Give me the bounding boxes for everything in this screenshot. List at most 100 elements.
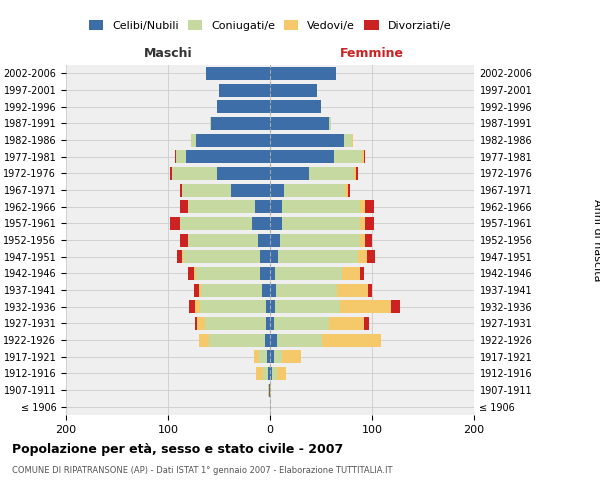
Bar: [175, 150, 176, 163]
Bar: [180, 200, 188, 213]
Bar: [182, 250, 184, 263]
Text: Popolazione per età, sesso e stato civile - 2007: Popolazione per età, sesso e stato civil…: [12, 442, 343, 456]
Bar: [352, 134, 353, 146]
Text: Maschi: Maschi: [143, 47, 193, 60]
Bar: [217, 100, 270, 113]
Bar: [343, 267, 360, 280]
Bar: [256, 367, 263, 380]
Bar: [188, 267, 193, 280]
Bar: [280, 234, 360, 246]
Bar: [190, 300, 194, 313]
Bar: [337, 284, 368, 296]
Bar: [270, 167, 309, 180]
Bar: [194, 300, 200, 313]
Bar: [176, 150, 187, 163]
Bar: [309, 167, 353, 180]
Bar: [172, 167, 217, 180]
Bar: [270, 150, 334, 163]
Bar: [270, 117, 329, 130]
Bar: [270, 134, 344, 146]
Text: Anni di nascita: Anni di nascita: [592, 198, 600, 281]
Bar: [184, 250, 260, 263]
Bar: [199, 334, 209, 346]
Bar: [367, 250, 375, 263]
Bar: [217, 167, 270, 180]
Bar: [278, 250, 358, 263]
Text: Femmine: Femmine: [340, 47, 404, 60]
Bar: [196, 267, 260, 280]
Bar: [200, 300, 266, 313]
Bar: [200, 284, 262, 296]
Bar: [329, 317, 364, 330]
Bar: [270, 84, 317, 96]
Bar: [270, 317, 274, 330]
Bar: [356, 167, 358, 180]
Bar: [360, 234, 365, 246]
Bar: [187, 150, 270, 163]
Bar: [270, 250, 278, 263]
Bar: [368, 284, 372, 296]
Bar: [275, 267, 343, 280]
Bar: [194, 317, 197, 330]
Bar: [358, 250, 367, 263]
Bar: [270, 267, 275, 280]
Bar: [365, 234, 372, 246]
Bar: [170, 167, 172, 180]
Bar: [270, 284, 276, 296]
Bar: [270, 300, 275, 313]
Bar: [180, 184, 182, 196]
Bar: [270, 217, 282, 230]
Bar: [364, 150, 365, 163]
Bar: [270, 350, 274, 363]
Bar: [199, 284, 200, 296]
Bar: [277, 367, 286, 380]
Legend: Celibi/Nubili, Coniugati/e, Vedovi/e, Divorziati/e: Celibi/Nubili, Coniugati/e, Vedovi/e, Di…: [85, 16, 455, 36]
Bar: [270, 334, 277, 346]
Bar: [180, 234, 188, 246]
Bar: [365, 200, 374, 213]
Bar: [191, 134, 196, 146]
Bar: [263, 367, 268, 380]
Bar: [259, 350, 267, 363]
Bar: [180, 217, 251, 230]
Bar: [210, 117, 211, 130]
Bar: [282, 200, 360, 213]
Bar: [177, 250, 182, 263]
Bar: [251, 217, 270, 230]
Bar: [205, 317, 266, 330]
Bar: [265, 334, 270, 346]
Bar: [347, 184, 350, 196]
Bar: [270, 67, 337, 80]
Bar: [270, 100, 321, 113]
Text: COMUNE DI RIPATRANSONE (AP) - Dati ISTAT 1° gennaio 2007 - Elaborazione TUTTITAL: COMUNE DI RIPATRANSONE (AP) - Dati ISTAT…: [12, 466, 392, 475]
Bar: [275, 300, 340, 313]
Bar: [254, 200, 270, 213]
Bar: [360, 217, 365, 230]
Bar: [362, 150, 364, 163]
Bar: [211, 117, 270, 130]
Bar: [329, 117, 331, 130]
Bar: [340, 300, 391, 313]
Bar: [268, 384, 269, 396]
Bar: [270, 200, 282, 213]
Bar: [353, 167, 356, 180]
Bar: [266, 317, 270, 330]
Bar: [231, 184, 270, 196]
Bar: [344, 134, 352, 146]
Bar: [266, 300, 270, 313]
Bar: [360, 200, 365, 213]
Bar: [262, 284, 270, 296]
Bar: [182, 184, 231, 196]
Bar: [276, 284, 337, 296]
Bar: [260, 267, 270, 280]
Bar: [270, 384, 271, 396]
Bar: [322, 334, 381, 346]
Bar: [254, 350, 259, 363]
Bar: [274, 317, 329, 330]
Bar: [193, 284, 199, 296]
Bar: [272, 367, 277, 380]
Bar: [267, 350, 270, 363]
Bar: [334, 150, 362, 163]
Bar: [284, 184, 346, 196]
Bar: [274, 350, 282, 363]
